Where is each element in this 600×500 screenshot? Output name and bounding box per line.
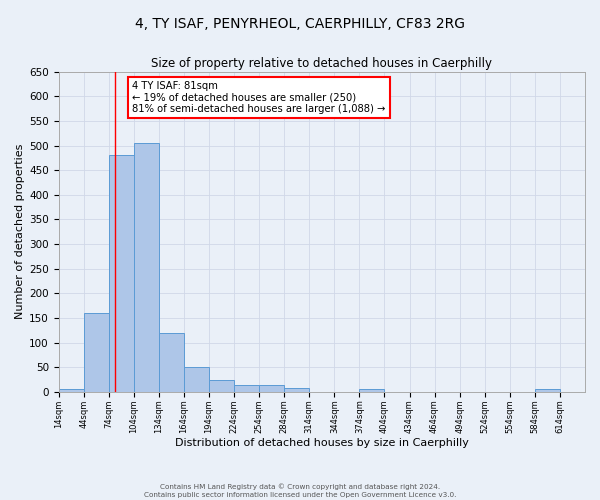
Bar	[134, 143, 159, 392]
Bar	[59, 390, 84, 392]
Bar	[234, 386, 259, 392]
Bar	[359, 390, 385, 392]
Text: Contains HM Land Registry data © Crown copyright and database right 2024.
Contai: Contains HM Land Registry data © Crown c…	[144, 483, 456, 498]
Bar	[184, 367, 209, 392]
X-axis label: Distribution of detached houses by size in Caerphilly: Distribution of detached houses by size …	[175, 438, 469, 448]
Title: Size of property relative to detached houses in Caerphilly: Size of property relative to detached ho…	[151, 58, 493, 70]
Bar	[109, 156, 134, 392]
Bar	[159, 332, 184, 392]
Bar	[209, 380, 234, 392]
Bar	[284, 388, 309, 392]
Bar	[84, 313, 109, 392]
Y-axis label: Number of detached properties: Number of detached properties	[15, 144, 25, 320]
Bar	[259, 386, 284, 392]
Text: 4 TY ISAF: 81sqm
← 19% of detached houses are smaller (250)
81% of semi-detached: 4 TY ISAF: 81sqm ← 19% of detached house…	[133, 82, 386, 114]
Bar	[535, 390, 560, 392]
Text: 4, TY ISAF, PENYRHEOL, CAERPHILLY, CF83 2RG: 4, TY ISAF, PENYRHEOL, CAERPHILLY, CF83 …	[135, 18, 465, 32]
